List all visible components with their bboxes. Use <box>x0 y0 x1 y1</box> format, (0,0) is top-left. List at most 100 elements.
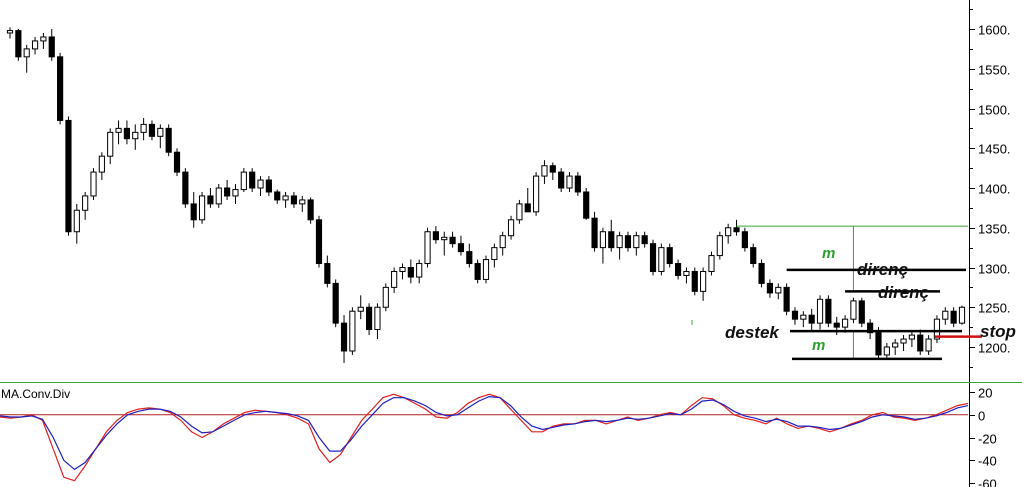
candle-body-up <box>683 270 690 276</box>
candle <box>290 191 298 208</box>
candle <box>733 219 740 236</box>
candle-body-up <box>725 227 732 237</box>
candle-body-down <box>340 322 348 352</box>
candle <box>549 162 556 181</box>
candle <box>257 176 264 196</box>
candle <box>641 231 648 248</box>
osc-axis-tick-label: -60 <box>978 477 997 487</box>
osc-signal-line <box>0 395 969 471</box>
candle-body-up <box>816 298 824 324</box>
candle-body-up <box>357 306 364 312</box>
candle <box>541 160 548 185</box>
candle <box>683 267 690 284</box>
candle <box>65 116 72 236</box>
candle-body-down <box>190 203 197 221</box>
candle-body-up <box>482 259 490 280</box>
candle <box>950 307 957 328</box>
candle <box>265 176 272 196</box>
candle <box>98 152 105 181</box>
label-direnc-1: direnç <box>857 260 909 279</box>
candle <box>40 32 47 49</box>
candle <box>132 124 139 150</box>
candle-body-up <box>716 235 723 257</box>
candle-body-up <box>533 175 540 213</box>
candle-body-up <box>349 310 356 352</box>
candle <box>524 188 531 213</box>
candle <box>466 243 473 268</box>
price-axis-tick-label: 1400. <box>978 182 1011 197</box>
candle-body-up <box>416 263 423 278</box>
candle-body-up <box>215 187 222 205</box>
candle-body-up <box>198 195 206 221</box>
candle <box>140 118 147 141</box>
label-destek: destek <box>725 323 780 342</box>
candle <box>758 259 765 288</box>
candle <box>274 189 281 204</box>
label-direnc-2: direnç <box>878 283 930 302</box>
candle-body-up <box>566 175 573 189</box>
oscillator-title: MA.Conv.Div <box>1 387 70 401</box>
candle-body-down <box>549 165 556 173</box>
candle-body-up <box>382 286 389 308</box>
candle <box>340 315 348 363</box>
candle-body-up <box>850 300 857 320</box>
candle-body-down <box>274 191 281 201</box>
candle <box>23 44 30 73</box>
label-stop: stop <box>980 322 1016 341</box>
candle-body-down <box>791 310 799 320</box>
candle <box>332 279 339 328</box>
candle <box>908 331 915 347</box>
candle <box>491 243 498 268</box>
candle-body-down <box>365 306 373 331</box>
candle <box>942 307 949 325</box>
candle-body-up <box>933 318 941 340</box>
candle-body-up <box>90 171 97 197</box>
candle <box>215 184 222 208</box>
candle <box>232 184 239 204</box>
candle <box>808 308 815 332</box>
candle <box>850 297 857 324</box>
candle <box>958 305 966 325</box>
candle <box>633 231 640 256</box>
candle <box>31 36 39 55</box>
osc-macd-line <box>0 393 969 482</box>
candle-body-down <box>466 251 473 265</box>
candle <box>482 255 490 284</box>
candle-body-up <box>800 314 807 320</box>
candle <box>649 239 657 276</box>
candle-body-up <box>892 342 899 348</box>
candle-body-up <box>908 334 915 340</box>
candle-body-down <box>666 247 673 265</box>
candle <box>499 231 506 256</box>
candle-body-up <box>6 30 14 34</box>
candle-body-up <box>499 235 506 249</box>
candle <box>391 267 398 293</box>
candle <box>6 27 14 39</box>
candle-body-down <box>783 286 790 312</box>
candle-body-up <box>257 179 264 189</box>
candle <box>365 303 373 336</box>
candle <box>791 307 799 325</box>
candle-body-down <box>766 282 774 294</box>
candle-body-up <box>23 48 30 58</box>
candle <box>716 231 723 260</box>
candle-body-down <box>808 314 815 324</box>
candle <box>875 327 882 359</box>
candle-body-up <box>98 155 105 173</box>
price-axis-tick-label: 1450. <box>978 142 1011 157</box>
candle-body-down <box>224 187 231 197</box>
candle-body-up <box>841 318 849 328</box>
candle <box>933 315 941 344</box>
candle-body-down <box>324 263 331 284</box>
candle <box>750 243 757 268</box>
candle-body-up <box>700 270 707 292</box>
candle-body-down <box>574 175 581 193</box>
candle <box>900 335 907 351</box>
label-m-bottom: m <box>812 337 825 354</box>
candle-body-down <box>432 231 439 241</box>
candle-body-up <box>541 165 548 177</box>
candle-body-up <box>299 199 306 205</box>
candle-body-down <box>182 171 189 205</box>
candle-body-up <box>115 127 122 133</box>
